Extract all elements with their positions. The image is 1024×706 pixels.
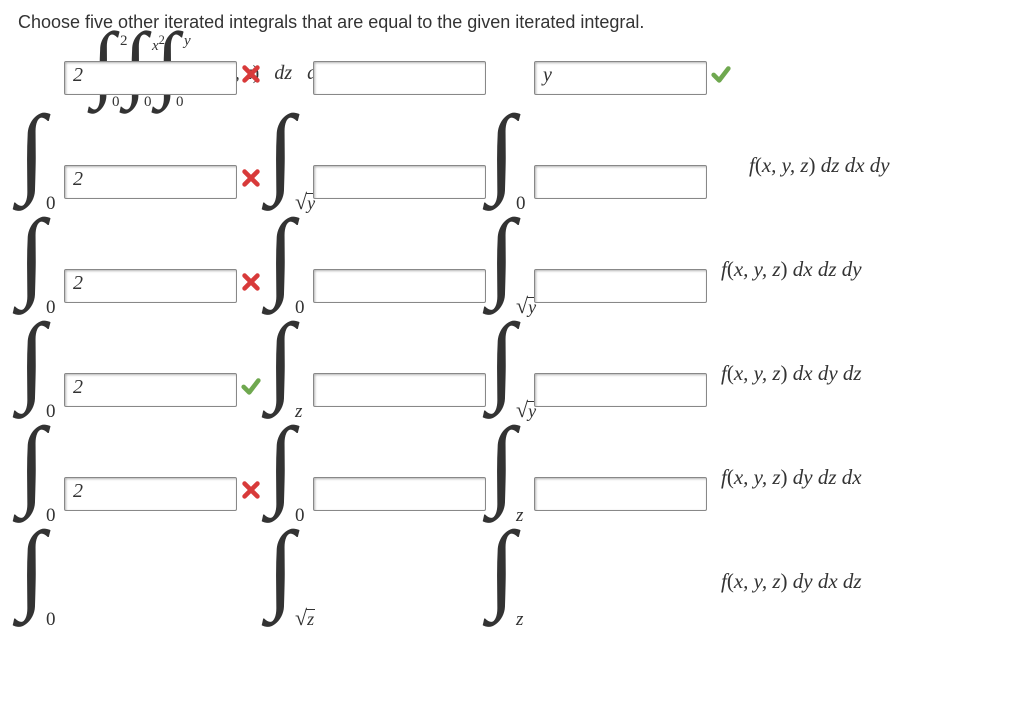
upper-limit-input[interactable]: y	[534, 61, 707, 95]
integral-sign: ∫√y	[494, 223, 534, 315]
upper-limit-input[interactable]	[313, 477, 486, 511]
integral-sign: ∫0	[24, 119, 64, 211]
upper-limit-input[interactable]	[534, 269, 707, 303]
upper-limit-input[interactable]: 2	[64, 373, 237, 407]
integrand-suffix: f(x, y, z) dx dy dz	[721, 361, 862, 386]
upper-limit-input[interactable]	[313, 61, 486, 95]
check-icon	[237, 375, 265, 397]
integral-sign: ∫√y	[494, 327, 534, 419]
upper-limit-input[interactable]	[534, 165, 707, 199]
integral-sign: ∫0	[273, 431, 313, 523]
integrand-suffix: f(x, y, z) dy dx dz	[721, 569, 862, 594]
integral-sign: ∫0	[24, 223, 64, 315]
cross-icon	[237, 63, 265, 85]
integral-sign: ∫0	[24, 327, 64, 419]
integral-sign: ∫z	[273, 327, 313, 419]
integral-row: ∫02∫√z∫zf(x, y, z) dy dx dz	[24, 529, 1006, 633]
integral-sign: ∫√y	[273, 119, 313, 211]
upper-limit-input[interactable]: 2	[64, 269, 237, 303]
cross-icon	[237, 167, 265, 189]
upper-limit-input[interactable]: 2	[64, 477, 237, 511]
integrand-suffix: f(x, y, z) dx dz dy	[721, 257, 862, 282]
upper-limit-input[interactable]	[313, 373, 486, 407]
integral-sign: ∫z	[494, 535, 534, 627]
upper-limit-input[interactable]: 2	[64, 165, 237, 199]
cross-icon	[237, 479, 265, 501]
integral-sign: ∫0	[24, 431, 64, 523]
upper-limit-input[interactable]	[313, 269, 486, 303]
integrand-suffix: f(x, y, z) dy dz dx	[721, 465, 862, 490]
upper-limit-input[interactable]	[313, 165, 486, 199]
upper-limit-input[interactable]: 2	[64, 61, 237, 95]
integral-sign: ∫0	[494, 119, 534, 211]
integral-sign: ∫z	[494, 431, 534, 523]
check-icon	[707, 63, 735, 85]
upper-limit-input[interactable]	[534, 373, 707, 407]
integral-sign: ∫0	[273, 223, 313, 315]
integrand-suffix: f(x, y, z) dz dx dy	[749, 153, 890, 178]
upper-limit-input[interactable]	[534, 477, 707, 511]
cross-icon	[237, 271, 265, 293]
integral-sign: ∫√z	[273, 535, 313, 627]
integral-sign: ∫0	[24, 535, 64, 627]
